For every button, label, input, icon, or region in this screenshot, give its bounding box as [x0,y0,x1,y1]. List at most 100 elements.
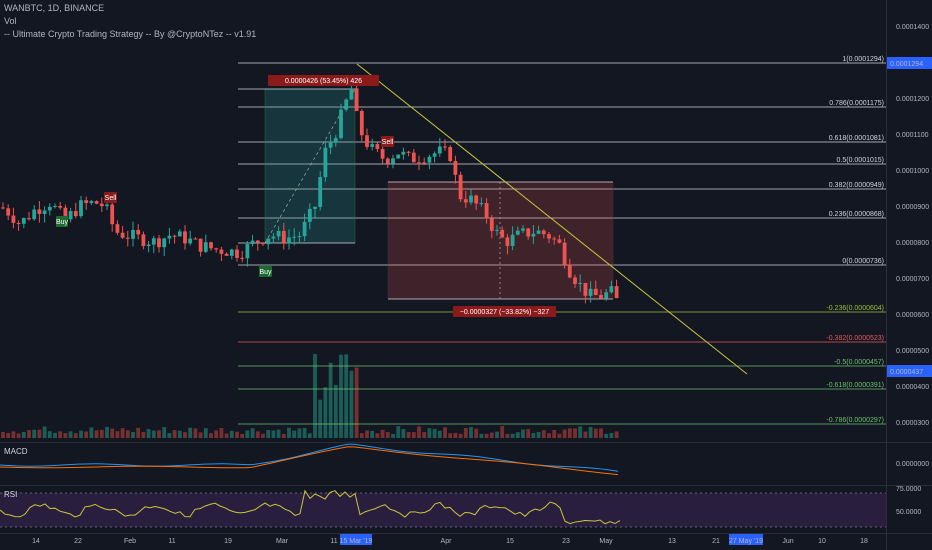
volume-bar [63,433,68,438]
volume-bar [318,399,323,438]
candle-body [94,201,99,204]
price-axis-tick: 0.0000800 [896,240,929,247]
candle-body [354,88,359,111]
candle-body [604,292,609,299]
time-axis-tick: 15 Mar '19 [340,538,373,545]
candle-body [567,264,572,278]
volume-bar [354,367,359,438]
candle-body [588,288,593,296]
candle-body [131,229,135,239]
volume-bar [73,433,78,438]
volume-bar [27,430,31,438]
volume-bar [385,432,390,438]
volume-bar [339,354,343,438]
price-tag-upper-bg [887,57,932,69]
sell-signal-label-bg [104,192,117,203]
time-axis-tick: 14 [32,538,40,545]
volume-indicator-label[interactable]: Vol [4,16,17,26]
volume-bar [365,430,369,438]
volume-bar [328,362,333,438]
volume-bar [458,433,463,438]
candle-body [578,282,583,284]
up-measure-label[interactable]: 0.0000426 (53.45%) 426 [285,78,362,85]
macd-axis-tick: 0.0000000 [896,461,929,468]
price-axis-tick: 0.0001100 [896,132,929,139]
candle-body [401,151,406,155]
volume-bar [79,430,83,438]
candle-body [302,221,307,237]
candle-body [557,239,562,243]
volume-bar [495,431,499,438]
candle-body [157,238,161,248]
volume-bar [167,433,172,438]
candle-body [172,235,177,237]
volume-bar [146,429,151,438]
time-axis-tick: 13 [668,538,676,545]
fib-level-label: -0.5(0.0000457) [834,359,884,366]
volume-bar [541,430,546,438]
time-axis-tick: 21 [712,538,720,545]
volume-bar [94,430,99,438]
downtrend-line[interactable] [356,63,748,375]
volume-bar [292,430,297,438]
symbol-title: WANBTC, 1D, BINANCE [4,3,105,13]
candle-body [271,236,276,239]
candle-body [307,208,312,222]
volume-bar [536,431,541,438]
candle-body [136,229,141,235]
buy-signal-label[interactable]: Buy [259,269,272,276]
volume-bar [557,433,562,438]
volume-bar [344,354,349,438]
sell-signal-label[interactable]: Sell [105,195,117,202]
fib-level-label: 0(0.0000736) [842,258,884,265]
sell-signal-label[interactable]: Sell [382,139,394,146]
volume-bar [203,428,208,438]
volume-bar [370,430,375,438]
candle-body [297,236,302,238]
volume-bar [6,433,11,438]
down-measure-label-bg [453,306,556,317]
volume-bar [583,431,588,438]
candle-body [21,218,26,224]
candle-body [6,208,11,216]
volume-bar [588,426,593,438]
candle-body [489,218,494,231]
down-measure-label[interactable]: −0.0000327 (−33.82%) −327 [460,309,549,316]
strategy-indicator-label[interactable]: -- Ultimate Crypto Trading Strategy -- B… [4,29,257,39]
volume-bar [136,427,141,438]
fib-level-label: 0.618(0.0001081) [829,135,884,142]
volume-bar [302,427,307,438]
time-axis-tick: 11 [330,538,337,545]
candle-body [162,238,167,248]
rsi-pane-title[interactable]: RSI [4,490,18,499]
candle-body [115,224,120,233]
candle-body [323,147,328,178]
volume-bar [266,430,271,438]
volume-bar [37,429,42,438]
price-axis-tick: 0.0000500 [896,348,929,355]
candle-body [125,237,130,239]
volume-bar [219,427,224,438]
volume-bar [1,432,5,438]
candle-body [552,238,557,240]
candle-body [609,286,614,293]
candle-body [110,204,115,225]
buy-signal-label[interactable]: Buy [56,219,69,226]
volume-bar [515,432,520,438]
fib-level-label: -0.786(0.0000297) [826,417,884,424]
candle-body [219,249,224,254]
volume-bar [235,431,239,438]
volume-bar [437,430,442,438]
volume-bar [250,428,255,438]
fib-level-label: 0.5(0.0001015) [837,157,884,164]
macd-pane-title[interactable]: MACD [4,447,28,456]
volume-bar [245,430,250,438]
candle-body [245,244,250,259]
time-axis-tick: 23 [562,538,570,545]
fib-level-label: -0.618(0.0000391) [826,382,884,389]
candle-body [224,253,229,256]
volume-bar [333,384,338,438]
candle-body [287,237,291,244]
volume-bar [422,432,427,438]
